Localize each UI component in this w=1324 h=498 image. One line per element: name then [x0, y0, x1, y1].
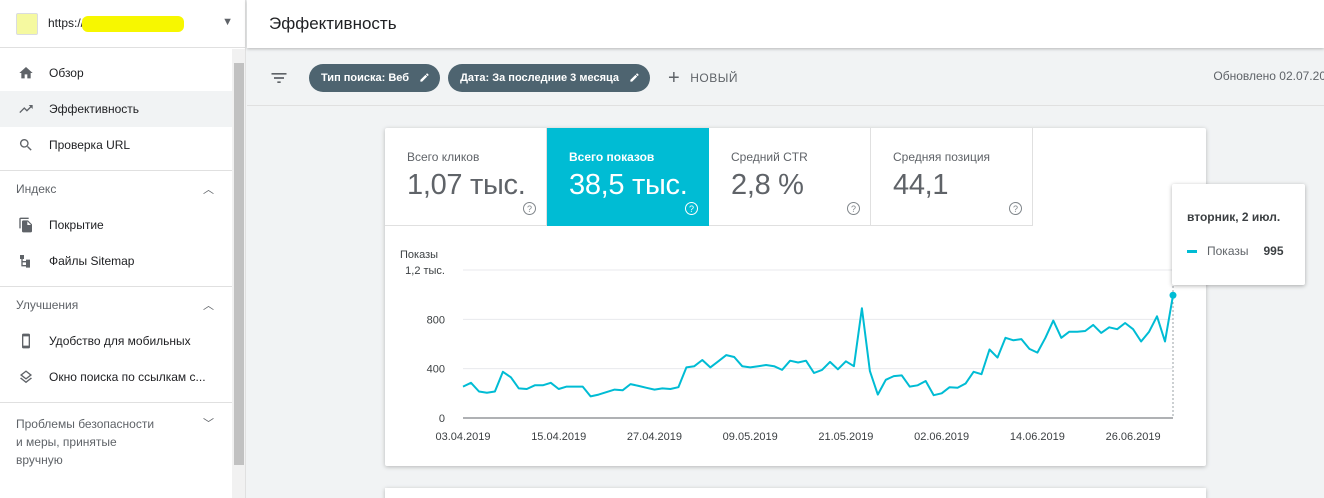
- divider: [0, 286, 232, 287]
- sidebar-item-label: Эффективность: [49, 102, 140, 116]
- search-icon: [18, 137, 34, 153]
- filter-icon[interactable]: [269, 68, 289, 88]
- help-icon[interactable]: ?: [685, 202, 698, 215]
- sidebar-item-label: Окно поиска по ссылкам с...: [49, 370, 206, 384]
- sidebar-item-label: Удобство для мобильных: [49, 334, 191, 348]
- chart-hover-point[interactable]: [1169, 291, 1177, 299]
- sidebar-item-label: Файлы Sitemap: [49, 254, 135, 268]
- impressions-chart[interactable]: Показы 0 400 800 1,2 тыс. 03.04.2019 15.04.2…: [385, 238, 1206, 466]
- metric-value: 2,8 %: [731, 169, 804, 201]
- chart-x-ticks: 03.04.2019 15.04.2019 27.04.2019 09.05.2019…: [435, 431, 1160, 443]
- chart-x-tick-label: 14.06.2019: [1010, 431, 1065, 443]
- chart-x-tick-label: 27.04.2019: [627, 431, 682, 443]
- property-url: https://: [48, 15, 185, 32]
- metric-value: 44,1: [893, 169, 949, 201]
- metric-average-ctr[interactable]: Средний CTR 2,8 % ?: [709, 128, 871, 226]
- sidebar-item-sitemaps[interactable]: Файлы Sitemap: [0, 243, 232, 279]
- tooltip-row: Показы 995: [1187, 244, 1305, 258]
- chart-y-tick-label: 400: [427, 364, 445, 376]
- tooltip-value: 995: [1263, 244, 1284, 258]
- divider: [0, 170, 232, 171]
- help-icon[interactable]: ?: [847, 202, 860, 215]
- section-header-security[interactable]: Проблемы безопасности и меры, принятые в…: [16, 417, 214, 467]
- sidebar-item-label: Обзор: [49, 66, 84, 80]
- sidebar-item-mobile-usability[interactable]: Удобство для мобильных: [0, 323, 232, 359]
- property-selector[interactable]: https:// ▼: [0, 0, 245, 48]
- chart-tooltip: вторник, 2 июл. Показы 995: [1172, 184, 1305, 285]
- filter-bar: Тип поиска: Веб Дата: За последние 3 мес…: [247, 50, 1324, 106]
- layers-icon: [18, 369, 34, 385]
- new-filter-button[interactable]: + НОВЫЙ: [668, 66, 738, 89]
- file-copy-icon: [18, 217, 34, 233]
- metric-label: Средний CTR: [731, 150, 808, 164]
- chevron-down-icon: ﹀: [203, 418, 214, 430]
- chart-x-tick-label: 21.05.2019: [818, 431, 873, 443]
- sidebar-item-url-inspection[interactable]: Проверка URL: [0, 127, 232, 163]
- filter-chip-search-type[interactable]: Тип поиска: Веб: [309, 63, 441, 92]
- tooltip-date: вторник, 2 июл.: [1187, 210, 1281, 224]
- last-updated-text: Обновлено 02.07.20: [1213, 69, 1324, 83]
- page-header: Эффективность: [247, 0, 1324, 48]
- sidebar-scrollbar[interactable]: [232, 49, 245, 498]
- home-icon: [18, 65, 34, 81]
- page-title: Эффективность: [269, 14, 397, 33]
- queries-card: [385, 488, 1206, 498]
- sidebar-item-label: Покрытие: [49, 218, 104, 232]
- section-header-enhancements[interactable]: Улучшения ︿: [16, 298, 214, 312]
- sidebar-item-coverage[interactable]: Покрытие: [0, 207, 232, 243]
- edit-pencil-icon[interactable]: [629, 72, 640, 83]
- sidebar: https:// ▼ Обзор Эффективность Проверка …: [0, 0, 246, 498]
- metric-value: 1,07 тыс.: [407, 169, 526, 201]
- tooltip-series-swatch: [1187, 249, 1197, 253]
- tooltip-series-name: Показы: [1207, 244, 1249, 258]
- sidebar-item-overview[interactable]: Обзор: [0, 55, 232, 91]
- chart-y-tick-label: 1,2 тыс.: [405, 265, 445, 277]
- chart-x-tick-label: 09.05.2019: [723, 431, 778, 443]
- metric-tabs: Всего кликов 1,07 тыс. ? Всего показов 3…: [385, 128, 1033, 226]
- chart-x-tick-label: 02.06.2019: [914, 431, 969, 443]
- metric-total-clicks[interactable]: Всего кликов 1,07 тыс. ?: [385, 128, 547, 226]
- smartphone-icon: [18, 333, 34, 349]
- chevron-up-icon: ︿: [203, 300, 214, 312]
- performance-card: Всего кликов 1,07 тыс. ? Всего показов 3…: [385, 128, 1206, 466]
- edit-pencil-icon[interactable]: [419, 72, 430, 83]
- metric-label: Всего показов: [569, 150, 655, 164]
- help-icon[interactable]: ?: [1009, 202, 1022, 215]
- series-line-impressions[interactable]: [462, 295, 1174, 398]
- chevron-up-icon: ︿: [203, 184, 214, 196]
- redacted-domain: [82, 15, 185, 32]
- sidebar-item-label: Проверка URL: [49, 138, 131, 152]
- sidebar-item-sitelinks-searchbox[interactable]: Окно поиска по ссылкам с...: [0, 359, 232, 395]
- chart-y-axis-label: Показы: [400, 249, 438, 261]
- chart-x-tick-label: 03.04.2019: [435, 431, 490, 443]
- trending-up-icon: [18, 101, 34, 117]
- chart-x-tick-label: 26.06.2019: [1106, 431, 1161, 443]
- metric-value: 38,5 тыс.: [569, 169, 688, 201]
- help-icon[interactable]: ?: [523, 202, 536, 215]
- metric-total-impressions[interactable]: Всего показов 38,5 тыс. ?: [547, 128, 709, 226]
- dropdown-caret-icon[interactable]: ▼: [222, 16, 233, 28]
- sidebar-nav: Обзор Эффективность Проверка URL Индекс …: [0, 49, 232, 469]
- plus-icon: +: [668, 66, 681, 89]
- filter-chip-date[interactable]: Дата: За последние 3 месяца: [448, 63, 650, 92]
- site-favicon-icon: [16, 12, 38, 35]
- chart-x-tick-label: 15.04.2019: [531, 431, 586, 443]
- section-header-index[interactable]: Индекс ︿: [16, 182, 214, 196]
- scrollbar-thumb[interactable]: [234, 63, 244, 465]
- sidebar-item-performance[interactable]: Эффективность: [0, 91, 232, 127]
- chart-y-ticks: 0 400 800 1,2 тыс.: [405, 265, 445, 425]
- divider: [0, 402, 232, 403]
- metric-average-position[interactable]: Средняя позиция 44,1 ?: [871, 128, 1033, 226]
- metric-label: Средняя позиция: [893, 150, 991, 164]
- metric-label: Всего кликов: [407, 150, 480, 164]
- chart-y-tick-label: 0: [439, 413, 445, 425]
- chart-y-tick-label: 800: [427, 314, 445, 326]
- chart-gridlines: [463, 269, 1173, 419]
- sitemap-icon: [18, 253, 34, 269]
